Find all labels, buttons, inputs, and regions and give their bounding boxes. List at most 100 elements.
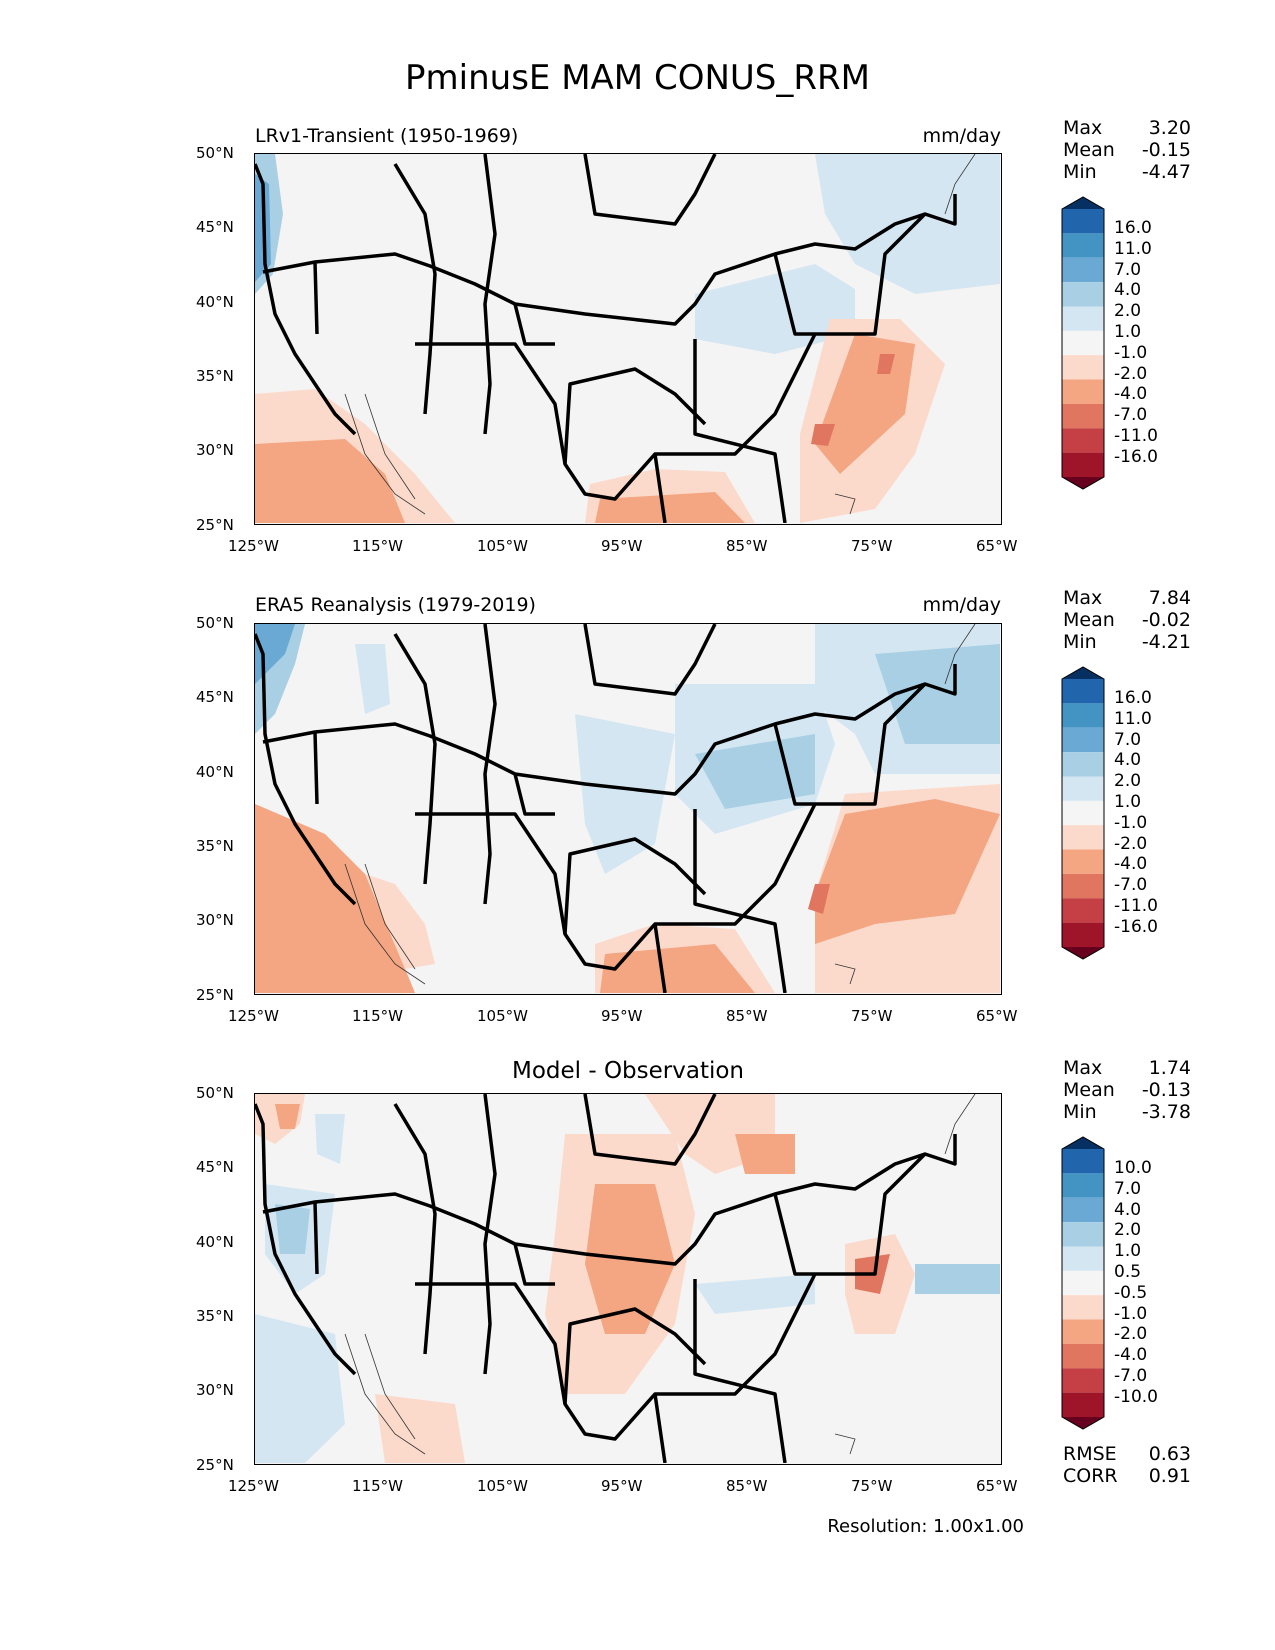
- colorbar-level: 4.0: [1114, 280, 1142, 301]
- panel-3-xtick: 75°W: [851, 1477, 893, 1495]
- stat-mean-value: -0.02: [1141, 609, 1191, 631]
- colorbar-level: -10.0: [1114, 1386, 1158, 1407]
- colorbar-bin: [1062, 1222, 1104, 1247]
- colorbar-bin: [1062, 379, 1104, 404]
- panel-3-xtick: 105°W: [477, 1477, 528, 1495]
- colorbar-bin: [1062, 330, 1104, 356]
- panel-1-colorbar: [1061, 196, 1105, 490]
- panel-1-map: [254, 153, 1002, 525]
- colorbar-bin: [1062, 752, 1104, 777]
- colorbar-level: -7.0: [1114, 875, 1148, 896]
- panel-2-xtick: 105°W: [477, 1007, 528, 1025]
- panel-1-ytick: 40°N: [196, 293, 234, 311]
- colorbar-bin: [1062, 355, 1104, 380]
- stat-max-value: 7.84: [1148, 587, 1191, 609]
- panel-2-ytick: 40°N: [196, 763, 234, 781]
- colorbar-bin: [1062, 477, 1104, 489]
- panel-3-ytick: 35°N: [196, 1307, 234, 1325]
- colorbar-bin: [1062, 898, 1104, 923]
- stat-mean-value: -0.15: [1141, 139, 1191, 161]
- stat-label: Max: [1063, 117, 1103, 139]
- panel-2-xtick: 75°W: [851, 1007, 893, 1025]
- colorbar-bin: [1062, 209, 1104, 234]
- colorbar-bin: [1062, 1343, 1104, 1369]
- stat-max-row: Max 3.20: [1063, 117, 1191, 139]
- colorbar-bin: [1062, 1270, 1104, 1296]
- colorbar-level: -4.0: [1114, 1345, 1148, 1366]
- panel-1-xtick: 105°W: [477, 537, 528, 555]
- panel-3-stats: Max 1.74 Mean -0.13 Min -3.78: [1063, 1057, 1191, 1123]
- panel-2-xtick: 65°W: [976, 1007, 1018, 1025]
- colorbar-bin: [1062, 679, 1104, 704]
- corr-row: CORR 0.91: [1063, 1465, 1191, 1487]
- stat-min-value: -4.47: [1141, 161, 1191, 183]
- panel-2-xtick: 85°W: [726, 1007, 768, 1025]
- colorbar-level: 2.0: [1114, 1220, 1142, 1241]
- panel-3-map: [254, 1093, 1002, 1465]
- stat-max-value: 1.74: [1148, 1057, 1191, 1079]
- stat-min-row: Min -4.21: [1063, 631, 1191, 653]
- figure-title: PminusE MAM CONUS_RRM: [405, 58, 870, 98]
- colorbar-bin: [1062, 1417, 1104, 1429]
- panel-1-stats: Max 3.20 Mean -0.15 Min -4.47: [1063, 117, 1191, 183]
- colorbar-level: 11.0: [1114, 708, 1152, 729]
- panel-2-xtick: 95°W: [601, 1007, 643, 1025]
- colorbar-level: 11.0: [1114, 238, 1152, 259]
- stat-min-row: Min -4.47: [1063, 161, 1191, 183]
- colorbar-bin: [1062, 233, 1104, 258]
- panel-1-xtick: 65°W: [976, 537, 1018, 555]
- colorbar-level: -2.0: [1114, 363, 1148, 384]
- colorbar-bin: [1062, 873, 1104, 899]
- panel-3-colorbar-labels: 10.0 7.0 4.0 2.0 1.0 0.5 -0.5 -1.0 -2.0 …: [1114, 1158, 1158, 1408]
- stat-max-row: Max 1.74: [1063, 1057, 1191, 1079]
- colorbar-bin: [1062, 849, 1104, 874]
- stat-max-value: 3.20: [1148, 117, 1191, 139]
- colorbar-level: 16.0: [1114, 688, 1152, 708]
- colorbar-bin: [1062, 1173, 1104, 1198]
- stat-label: Mean: [1063, 1079, 1115, 1101]
- colorbar-level: -4.0: [1114, 384, 1148, 405]
- resolution-label: Resolution: 1.00x1.00: [827, 1516, 1024, 1537]
- panel-1-colorbar-labels: 16.0 11.0 7.0 4.0 2.0 1.0 -1.0 -2.0 -4.0…: [1114, 218, 1158, 468]
- colorbar-bin: [1062, 1319, 1104, 1344]
- panel-1-xtick: 115°W: [352, 537, 403, 555]
- panel-1-ytick: 50°N: [196, 144, 234, 162]
- corr-label: CORR: [1063, 1465, 1118, 1487]
- colorbar-bin: [1062, 452, 1104, 477]
- colorbar-bin: [1062, 776, 1104, 801]
- panel-3-ytick: 25°N: [196, 1456, 234, 1474]
- stat-label: Mean: [1063, 609, 1115, 631]
- colorbar-level: 4.0: [1114, 1199, 1142, 1220]
- colorbar-level: -2.0: [1114, 833, 1148, 854]
- colorbar-level: 1.0: [1114, 1241, 1142, 1262]
- colorbar-level: -16.0: [1114, 446, 1158, 467]
- panel-1-subtitle: LRv1-Transient (1950-1969): [255, 125, 519, 147]
- colorbar-level: -1.0: [1114, 1303, 1148, 1324]
- colorbar-bin: [1062, 282, 1104, 307]
- rmse-value: 0.63: [1148, 1443, 1191, 1465]
- colorbar-level: 1.0: [1114, 791, 1142, 812]
- colorbar-level: 0.5: [1114, 1261, 1142, 1282]
- colorbar-bin: [1062, 703, 1104, 728]
- panel-3-xtick: 95°W: [601, 1477, 643, 1495]
- panel-3-xtick: 85°W: [726, 1477, 768, 1495]
- panel-3-xtick: 65°W: [976, 1477, 1018, 1495]
- stat-label: Min: [1063, 631, 1097, 653]
- panel-3-ytick: 40°N: [196, 1233, 234, 1251]
- panel-3-title: Model - Observation: [511, 1058, 745, 1084]
- corr-value: 0.91: [1148, 1465, 1191, 1487]
- colorbar-bin: [1062, 403, 1104, 429]
- panel-3-colorbar: [1061, 1136, 1105, 1430]
- stat-label: Mean: [1063, 139, 1115, 161]
- panel-3-xtick: 115°W: [352, 1477, 403, 1495]
- colorbar-level: -4.0: [1114, 854, 1148, 875]
- panel-1-ytick: 30°N: [196, 441, 234, 459]
- panel-1-ytick: 25°N: [196, 516, 234, 534]
- colorbar-bin: [1062, 1246, 1104, 1271]
- stat-label: Max: [1063, 587, 1103, 609]
- metrics: RMSE 0.63 CORR 0.91: [1063, 1443, 1191, 1487]
- colorbar-outline: [1061, 666, 1105, 960]
- colorbar-bin: [1062, 1149, 1104, 1174]
- stat-mean-row: Mean -0.02: [1063, 609, 1191, 631]
- colorbar-level: 1.0: [1114, 321, 1142, 342]
